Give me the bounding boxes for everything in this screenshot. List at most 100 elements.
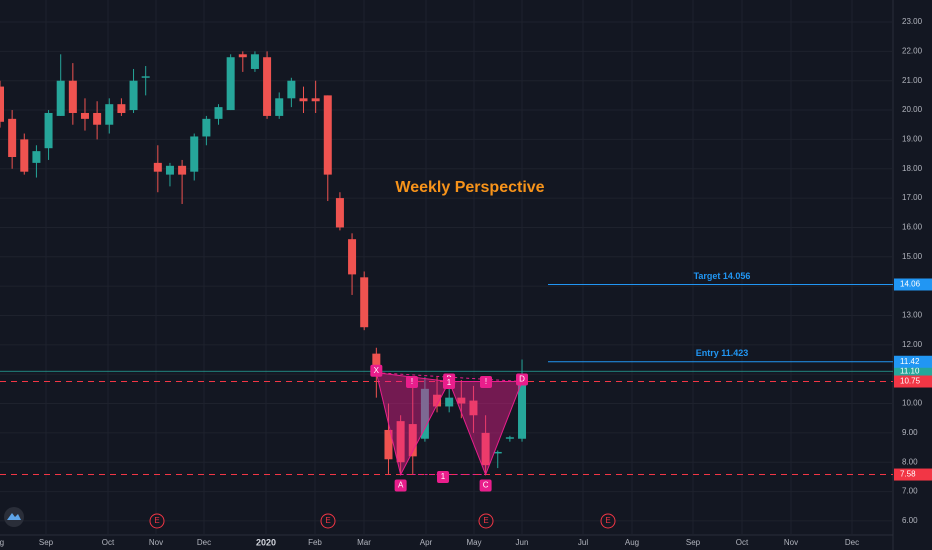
x-tick-label: Mar [357, 538, 371, 547]
candle-body [493, 451, 502, 454]
event-label: E [605, 516, 610, 525]
candle-body [32, 151, 41, 163]
x-tick-label: Nov [149, 538, 163, 547]
event-label: E [154, 516, 159, 525]
candle-body [190, 136, 199, 172]
y-tick-label: 13.00 [902, 311, 923, 320]
price-label-bg [894, 355, 932, 368]
candle-body [0, 86, 4, 122]
y-tick-label: 6.00 [902, 516, 918, 525]
pattern-point [516, 373, 529, 386]
level-label: Target 14.056 [694, 271, 751, 281]
x-tick-label: May [466, 538, 481, 547]
candle-body [396, 421, 405, 463]
candle-body [408, 424, 417, 457]
candle-body [238, 54, 247, 58]
y-tick-label: 18.00 [902, 164, 923, 173]
event-marker [600, 513, 616, 529]
price-label: 14.06 [900, 280, 921, 289]
pattern-point-label: X [374, 366, 380, 375]
pattern-mark-label: 1 [447, 378, 452, 387]
pattern-mark [443, 377, 455, 389]
candle-body [348, 239, 357, 275]
candle-body [93, 112, 102, 125]
overlay: 11.10 10.75 7.58 Target 14.056 14.06 Entry 11… [0, 271, 932, 529]
candle-body [20, 139, 29, 172]
price-label-bg [894, 468, 932, 481]
candle-body [518, 374, 527, 439]
candle-body [433, 394, 442, 407]
pattern-point [479, 479, 492, 492]
pattern-point-label: C [483, 481, 489, 490]
candle-body [141, 76, 150, 78]
pattern-mark-label: ! [485, 377, 487, 386]
event-marker [320, 513, 336, 529]
candle-body [481, 432, 490, 466]
x-tick-label: Dec [197, 538, 211, 547]
event-marker [478, 513, 494, 529]
candle-body [505, 437, 514, 439]
candle-body [56, 80, 65, 116]
marks [0, 51, 527, 475]
x-tick-label: Oct [736, 538, 749, 547]
pattern-point [370, 364, 383, 377]
y-tick-label: 19.00 [902, 135, 923, 144]
pattern-mark [437, 471, 449, 483]
candle-body [287, 80, 296, 99]
candle-body [384, 429, 393, 460]
candle-body [469, 400, 478, 416]
y-tick-label: 16.00 [902, 223, 923, 232]
price-label-bg [894, 365, 932, 378]
x-tick-label: Dec [845, 538, 859, 547]
candle-body [44, 112, 53, 149]
y-tick-label: 9.00 [902, 428, 918, 437]
annotation: Weekly Perspective [395, 179, 544, 196]
event-marker [149, 513, 165, 529]
candle-body [80, 112, 89, 119]
x-tick-label: Jul [578, 538, 588, 547]
price-label: 7.58 [900, 470, 916, 479]
pattern-point [394, 479, 407, 492]
logo-icon [7, 513, 21, 520]
x-tick-label: Oct [102, 538, 115, 547]
price-label: 11.42 [900, 357, 920, 366]
candle-body [360, 277, 369, 328]
x-tick-label: Feb [308, 538, 322, 547]
candle-body [299, 98, 308, 102]
pattern-mark-label: ! [411, 377, 413, 386]
candle-body [68, 80, 77, 113]
candle-body [420, 388, 429, 439]
candle-body [105, 104, 114, 125]
candle-body [8, 118, 17, 158]
y-tick-label: 17.00 [902, 193, 923, 202]
candle-body [202, 118, 211, 137]
event-label: E [483, 516, 488, 525]
pattern-mark [406, 376, 418, 388]
price-label-bg [894, 278, 932, 291]
candle-body [117, 104, 126, 113]
x-tick-label: 2020 [256, 537, 276, 547]
candle-body [323, 95, 332, 175]
x-tick-label: Sep [686, 538, 701, 547]
candle-body [457, 397, 466, 404]
candle-body [226, 57, 235, 111]
y-tick-label: 23.00 [902, 17, 923, 26]
x-tick-label: Aug [0, 538, 4, 547]
candle-body [250, 54, 259, 69]
x-tick-label: Aug [625, 538, 639, 547]
candle-body [335, 198, 344, 228]
y-tick-label: 15.00 [902, 252, 923, 261]
y-tick-label: 7.00 [902, 487, 918, 496]
y-tick-label: 10.00 [902, 399, 923, 408]
candle-body [165, 165, 174, 175]
candle-body [275, 98, 284, 116]
candle-body [263, 57, 272, 116]
candle-body [445, 397, 454, 407]
price-label-bg [894, 375, 932, 388]
price-label: 11.10 [900, 366, 920, 375]
candle-body [153, 162, 162, 172]
candle-body [178, 165, 187, 175]
pattern-point-label: A [398, 481, 404, 490]
y-tick-label: 8.00 [902, 457, 918, 466]
